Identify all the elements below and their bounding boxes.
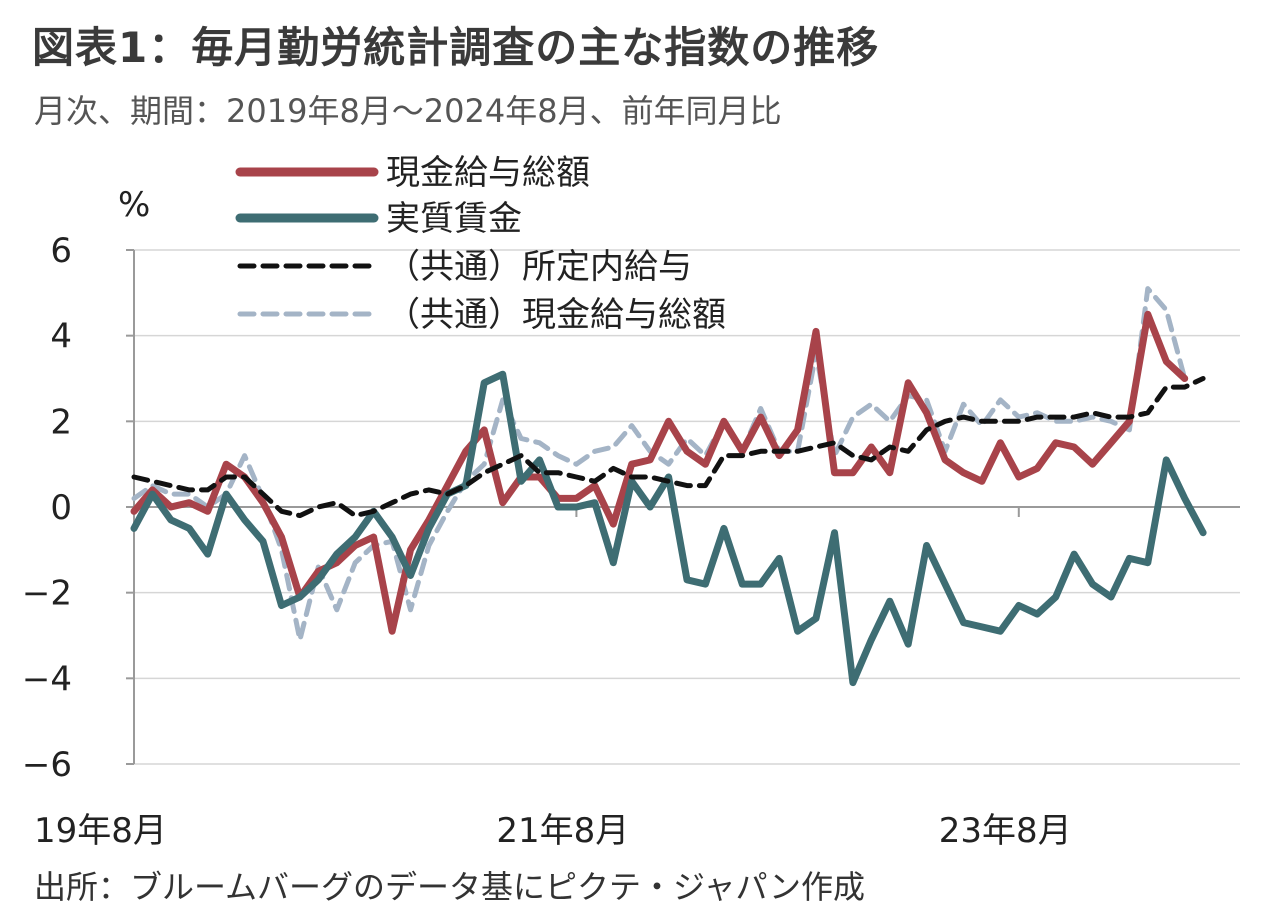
y-tick-label: 4 [50,317,72,357]
x-tick-label: 19年8月 [34,811,167,851]
legend-label: 実質賃金 [386,199,522,239]
series-line [131,286,1188,643]
series-lines [130,286,1207,687]
chart-title: 図表1：毎月勤労統計調査の主な指数の推移 [32,23,880,72]
y-tick-label: −2 [22,574,72,614]
y-tick-label: −4 [22,659,72,699]
y-tick-label: −6 [22,745,72,785]
y-tick-label: 0 [50,488,72,528]
source-note: 出所：ブルームバーグのデータ基にピクテ・ジャパン作成 [34,868,866,906]
x-tick-label: 21年8月 [496,811,629,851]
axes: 6 4 2 0 −2 −4 −6 19年8月 21年8月 23年8月 [22,231,1072,851]
series-line [130,370,1207,687]
y-tick-label: 2 [50,402,72,442]
x-tick-label: 23年8月 [939,811,1072,851]
y-axis-label: % [118,185,150,225]
legend-label: 現金給与総額 [386,153,590,193]
series-line [130,310,1189,635]
y-tick-label: 6 [50,231,72,271]
legend-label: （共通）現金給与総額 [386,295,726,335]
legend-label: （共通）所定内給与 [386,247,692,287]
series-line [131,376,1206,519]
chart-subtitle: 月次、期間：2019年8月〜2024年8月、前年同月比 [34,92,782,130]
